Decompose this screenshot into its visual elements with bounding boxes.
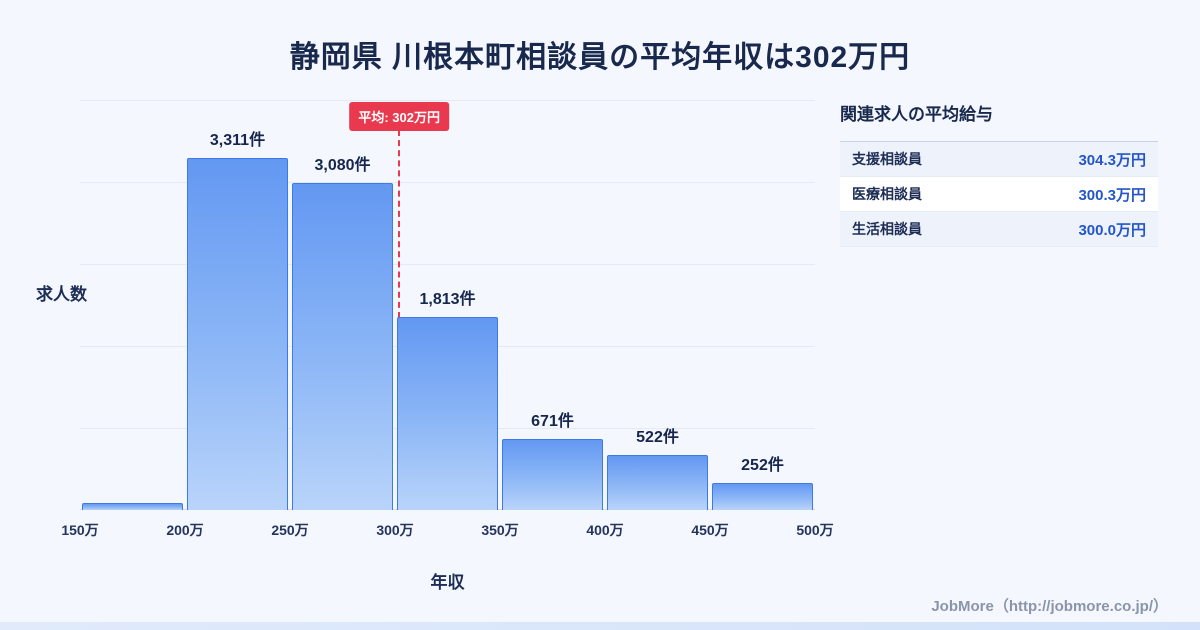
table-row: 医療相談員 300.3万円 bbox=[840, 177, 1158, 212]
job-title: 支援相談員 bbox=[852, 151, 922, 167]
x-axis-tick-label: 200万 bbox=[166, 522, 204, 538]
bar-value-label: 3,311件 bbox=[209, 132, 266, 149]
bar-value-label: 3,080件 bbox=[314, 157, 371, 174]
histogram-bar bbox=[82, 503, 183, 510]
x-axis-tick-label: 300万 bbox=[376, 522, 414, 538]
x-axis-tick-label: 250万 bbox=[271, 522, 309, 538]
job-title: 医療相談員 bbox=[852, 186, 922, 202]
chart-title: 静岡県 川根本町相談員の平均年収は302万円 bbox=[289, 41, 911, 74]
histogram-bar bbox=[292, 183, 393, 510]
histogram-bar bbox=[607, 455, 708, 510]
gridline bbox=[80, 182, 815, 183]
bar-value-label: 252件 bbox=[741, 457, 784, 474]
bar-value-label: 522件 bbox=[636, 429, 679, 446]
gridline bbox=[80, 100, 815, 101]
related-jobs-panel: 関連求人の平均給与 支援相談員 304.3万円 医療相談員 300.3万円 生活… bbox=[840, 100, 1158, 247]
table-row: 生活相談員 300.0万円 bbox=[840, 212, 1158, 247]
job-salary: 304.3万円 bbox=[1078, 151, 1146, 169]
histogram-bar bbox=[187, 158, 288, 510]
histogram-bar bbox=[397, 317, 498, 510]
table-row: 支援相談員 304.3万円 bbox=[840, 142, 1158, 177]
bottom-decoration-band bbox=[0, 622, 1200, 630]
bar-value-label: 1,813件 bbox=[419, 291, 476, 308]
job-title: 生活相談員 bbox=[852, 221, 922, 237]
histogram-bar bbox=[502, 439, 603, 510]
x-axis-tick-label: 400万 bbox=[586, 522, 624, 538]
job-salary: 300.0万円 bbox=[1078, 221, 1146, 239]
x-axis-tick-label: 450万 bbox=[691, 522, 729, 538]
job-salary: 300.3万円 bbox=[1078, 186, 1146, 204]
x-axis-tick-label: 500万 bbox=[796, 522, 834, 538]
average-badge: 平均: 302万円 bbox=[349, 102, 450, 131]
x-axis-label: 年収 bbox=[430, 573, 465, 592]
gridline bbox=[80, 264, 815, 265]
y-axis-label: 求人数 bbox=[36, 285, 87, 304]
bar-value-label: 671件 bbox=[531, 413, 574, 430]
histogram-bar bbox=[712, 483, 813, 510]
x-axis-tick-label: 350万 bbox=[481, 522, 519, 538]
related-jobs-heading: 関連求人の平均給与 bbox=[840, 105, 993, 124]
x-axis-tick-label: 150万 bbox=[61, 522, 99, 538]
attribution-footer: JobMore（http://jobmore.co.jp/） bbox=[931, 598, 1168, 615]
histogram-plot: 平均: 302万円 3,311件 3,080件 1,813件 671件 522件 252件… bbox=[61, 100, 834, 538]
related-jobs-table: 支援相談員 304.3万円 医療相談員 300.3万円 生活相談員 300.0万… bbox=[840, 141, 1158, 247]
